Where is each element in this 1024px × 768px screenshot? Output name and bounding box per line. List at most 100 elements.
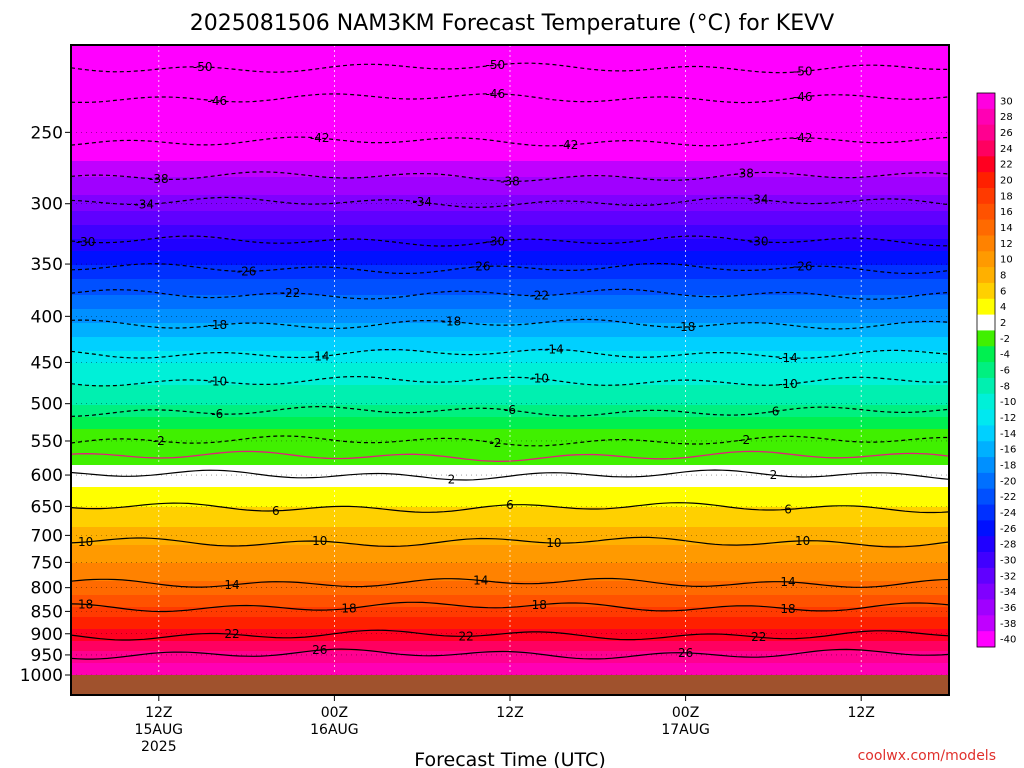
legend-swatch (977, 425, 995, 442)
temperature-band (71, 337, 949, 340)
contour-label: -2 (738, 433, 750, 447)
temperature-band (71, 221, 949, 224)
contour-6 (71, 502, 949, 514)
contour-label: -34 (749, 192, 769, 206)
temperature-band (71, 263, 949, 266)
temperature-band (71, 361, 949, 364)
legend-swatch (977, 377, 995, 395)
contour-label: -22 (281, 286, 301, 300)
legend-label: 30 (1000, 96, 1013, 107)
contour-label: -42 (559, 138, 579, 152)
temperature-band (71, 321, 949, 324)
temperature-band (71, 241, 949, 244)
temperature-band (71, 383, 949, 386)
y-tick-label: 450 (31, 353, 63, 373)
temperature-band (71, 623, 949, 626)
temperature-band (71, 247, 949, 250)
temperature-band (71, 93, 949, 96)
legend-swatch (977, 219, 995, 236)
temperature-band (71, 523, 949, 526)
temperature-band (71, 97, 949, 100)
temperature-band (71, 543, 949, 546)
contour-label: 6 (784, 502, 792, 516)
legend-swatch (977, 156, 995, 173)
temperature-band (71, 593, 949, 596)
legend-label: -22 (1000, 492, 1016, 503)
temperature-band (71, 381, 949, 384)
temperature-band (71, 647, 949, 650)
temperature-band (71, 587, 949, 590)
temperature-band (71, 661, 949, 664)
temperature-band (71, 327, 949, 330)
temperature-band (71, 131, 949, 134)
legend-swatch (977, 615, 995, 632)
grid-lines (71, 45, 949, 676)
x-tick-label: 12Z (496, 705, 523, 721)
temperature-band (71, 311, 949, 314)
contour-label: 2 (448, 473, 456, 487)
temperature-band (71, 601, 949, 604)
temperature-band (71, 233, 949, 236)
contour-label: -10 (208, 374, 228, 388)
legend-label: -2 (1000, 334, 1010, 345)
temperature-band (71, 391, 949, 394)
legend-swatch (977, 251, 995, 268)
temperature-band (71, 67, 949, 70)
temperature-band (71, 153, 949, 156)
temperature-band (71, 51, 949, 54)
contour-label: 26 (312, 643, 327, 657)
temperature-band (71, 673, 949, 676)
temperature-band (71, 493, 949, 496)
legend-label: 14 (1000, 223, 1013, 234)
temperature-band (71, 447, 949, 450)
temperature-band (71, 483, 949, 486)
temperature-band (71, 301, 949, 304)
chart-title: 2025081506 NAM3KM Forecast Temperature (… (190, 11, 834, 36)
temperature-band (71, 341, 949, 344)
temperature-band (71, 73, 949, 76)
temperature-band (71, 487, 949, 490)
contour-label: -2 (489, 436, 501, 450)
temperature-band (71, 451, 949, 454)
legend-label: -16 (1000, 445, 1016, 456)
legend-swatch (977, 108, 995, 126)
contour-label: -6 (504, 403, 516, 417)
contour-label: 22 (224, 627, 239, 641)
temperature-band (71, 467, 949, 470)
temperature-band (71, 371, 949, 374)
temperature-band (71, 471, 949, 474)
temperature-band (71, 667, 949, 670)
temperature-band (71, 257, 949, 260)
temperature-band (71, 193, 949, 196)
legend-swatch (977, 124, 995, 141)
legend-swatch (977, 536, 995, 553)
contour-14 (71, 577, 949, 588)
contour-label: 18 (532, 598, 547, 612)
temperature-band (71, 303, 949, 306)
contour-label: 18 (780, 602, 795, 616)
temperature-band (71, 541, 949, 544)
temperature-band (71, 603, 949, 606)
temperature-band (71, 161, 949, 164)
contour-label: -42 (793, 131, 813, 145)
temperature-band (71, 201, 949, 204)
y-axis: 250 300 350 400 450 500 550 600 650 700 750 800 850 9… (20, 123, 71, 686)
contour-label: -26 (471, 260, 491, 274)
temperature-band (71, 583, 949, 586)
temperature-band (71, 113, 949, 116)
legend-swatch (977, 203, 995, 221)
contour-label: -14 (310, 350, 330, 364)
contour-label: -30 (486, 234, 506, 248)
temperature-band (71, 111, 949, 114)
temperature-band (71, 387, 949, 390)
legend-label: 12 (1000, 239, 1013, 250)
temperature-band (71, 231, 949, 234)
temperature-band (71, 181, 949, 184)
legend-label: 22 (1000, 160, 1013, 171)
y-tick-label: 600 (31, 466, 63, 486)
temperature-band (71, 373, 949, 376)
credit-link[interactable]: coolwx.com/models (858, 748, 996, 764)
contour-label: -6 (767, 405, 779, 419)
temperature-band (71, 507, 949, 510)
legend-swatch (977, 314, 995, 331)
